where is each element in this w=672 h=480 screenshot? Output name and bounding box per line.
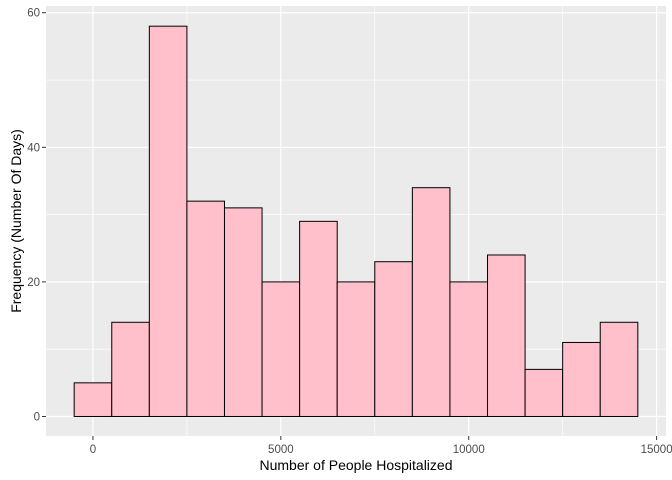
histogram-bar	[487, 254, 526, 417]
y-tick-label: 20	[27, 277, 40, 289]
y-tick-label: 0	[34, 411, 40, 423]
histogram-bar	[449, 281, 489, 417]
y-axis-title: Frequency (Number Of Days)	[8, 129, 24, 313]
x-tick-label: 10000	[453, 444, 485, 456]
x-tick-label: 0	[90, 444, 96, 456]
y-tick-label: 60	[27, 8, 40, 20]
histogram-bar	[186, 200, 225, 417]
y-tick-label: 40	[27, 142, 40, 154]
x-tick-label: 15000	[641, 444, 672, 456]
histogram-bar	[73, 382, 113, 417]
x-tick-label: 5000	[268, 444, 294, 456]
histogram-bar	[524, 368, 564, 417]
histogram-bar	[374, 261, 413, 417]
histogram-bar	[111, 321, 150, 417]
histogram-bars	[73, 25, 639, 417]
histogram-bar	[299, 220, 338, 417]
histogram-bar	[411, 187, 451, 417]
histogram-bar	[223, 207, 263, 417]
axes-ticks: 0 5000 10000 15000 0 20 40 60	[27, 8, 672, 456]
histogram-bar	[336, 281, 376, 417]
histogram-bar	[148, 25, 188, 417]
histogram-bar	[562, 341, 601, 417]
histogram-bar	[599, 321, 639, 417]
x-axis-title: Number of People Hospitalized	[260, 457, 453, 473]
histogram-bar	[261, 281, 301, 417]
